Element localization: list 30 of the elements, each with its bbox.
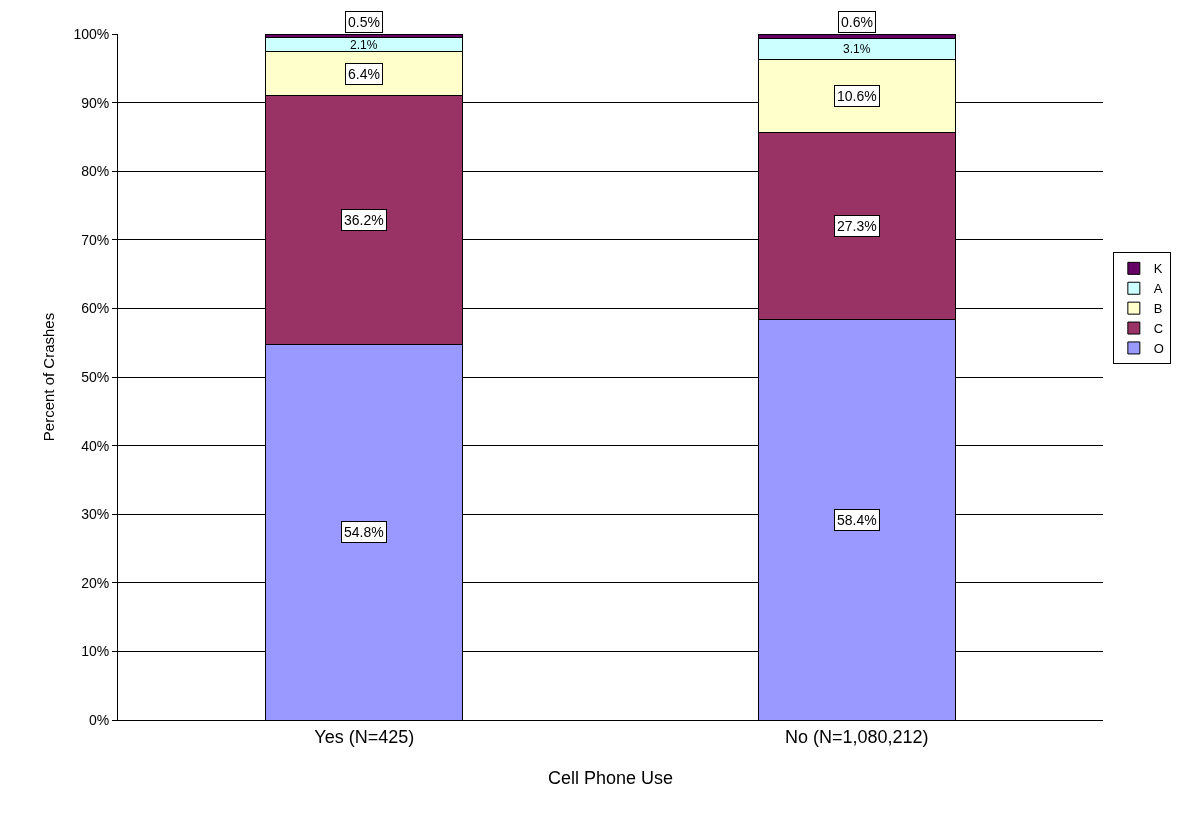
legend-label: C [1153,321,1164,337]
legend-label: K [1153,261,1163,277]
y-tick-label: 80% [81,163,110,180]
legend-label: A [1153,281,1163,297]
data-label: 2.1% [350,38,378,52]
y-tick-label: 30% [81,506,110,523]
y-tick-label: 10% [81,643,110,660]
y-tick-label: 70% [81,231,110,248]
data-label: 58.4% [837,512,877,528]
y-tick-label: 60% [81,300,110,317]
y-tick-label: 0% [88,711,110,728]
legend-label: O [1153,341,1164,357]
x-tick-label: Yes (N=425) [314,726,415,747]
data-label: 10.6% [837,88,877,104]
data-label: 3.1% [843,42,871,56]
data-label: 6.4% [348,66,380,82]
data-label: 0.6% [841,14,873,30]
data-label: 36.2% [344,212,384,228]
y-tick-label: 90% [81,94,110,111]
data-label: 54.8% [344,524,384,540]
legend-label: B [1153,301,1163,317]
y-tick-label: 20% [81,574,110,591]
y-tick-label: 100% [73,25,110,42]
data-label: 0.5% [348,14,380,30]
y-tick-label: 40% [81,437,110,454]
x-axis-title: Cell Phone Use [547,767,674,788]
x-tick-label: No (N=1,080,212) [784,726,929,747]
y-tick-label: 50% [81,368,110,385]
y-axis-title: Percent of Crashes [39,312,57,442]
data-label: 27.3% [837,218,877,234]
